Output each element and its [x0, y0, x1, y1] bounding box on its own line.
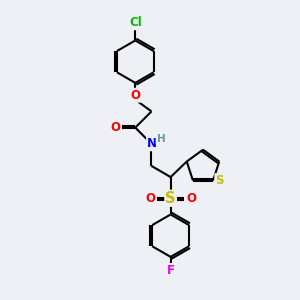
- Text: H: H: [157, 134, 165, 143]
- Text: O: O: [110, 121, 121, 134]
- Text: N: N: [147, 137, 157, 150]
- Text: O: O: [145, 192, 155, 205]
- Text: O: O: [186, 192, 196, 205]
- Text: S: S: [215, 174, 224, 187]
- Text: F: F: [167, 264, 175, 277]
- Text: Cl: Cl: [129, 16, 142, 29]
- Text: S: S: [165, 191, 176, 206]
- Text: O: O: [130, 89, 140, 102]
